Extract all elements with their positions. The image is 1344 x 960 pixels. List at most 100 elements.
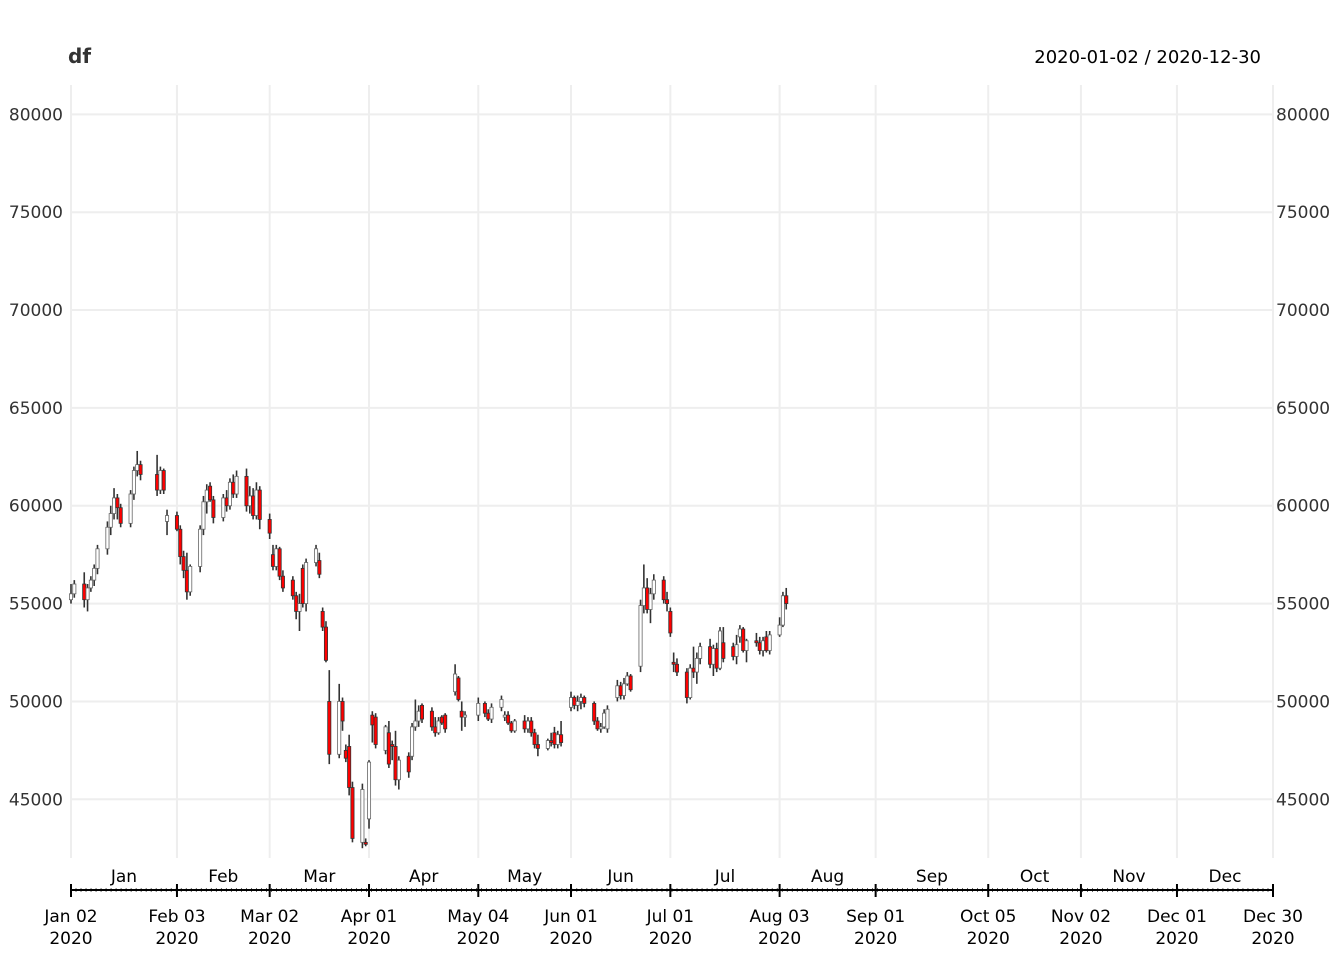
candle <box>582 695 587 708</box>
candle-body <box>582 697 587 704</box>
candle-body <box>290 579 295 597</box>
candle <box>734 634 739 665</box>
candle <box>754 632 759 647</box>
x-tick-label-date: Jul 01 <box>646 907 695 927</box>
candle <box>188 564 193 596</box>
candle <box>112 488 117 520</box>
candle-body <box>118 507 123 524</box>
candle <box>72 580 77 598</box>
candle-layer <box>69 450 789 849</box>
candle-body <box>178 528 183 558</box>
candle-body <box>337 701 342 755</box>
x-tick-label-date: Oct 05 <box>960 907 1016 927</box>
candle-body <box>314 548 319 563</box>
candle <box>648 587 653 624</box>
candle-body <box>92 567 97 581</box>
candle <box>327 670 332 765</box>
x-tick-label-year: 2020 <box>248 929 291 949</box>
axis-layer: 45000 45000 50000 50000 55000 55000 60000 60000… <box>9 105 1330 949</box>
candle-body <box>628 675 633 691</box>
candle <box>82 572 87 608</box>
candle-body <box>661 579 666 601</box>
candle <box>711 644 716 677</box>
candle-body <box>691 667 696 673</box>
month-label: Nov <box>1112 867 1145 887</box>
candle-body <box>767 634 772 651</box>
y-tick-label-left: 55000 <box>9 595 63 615</box>
candle-body <box>277 548 282 577</box>
candle <box>482 701 487 718</box>
candle-body <box>552 732 557 745</box>
candle <box>592 701 597 725</box>
y-tick-label-left: 65000 <box>9 399 63 419</box>
candle-body <box>684 671 689 698</box>
candle <box>297 593 302 631</box>
candle <box>545 738 550 751</box>
candle <box>638 599 643 673</box>
candle-body <box>784 595 789 604</box>
candle <box>694 652 699 684</box>
x-tick-label-year: 2020 <box>1251 929 1294 949</box>
candle-body <box>105 526 110 550</box>
candle <box>555 730 560 749</box>
candle <box>605 705 610 733</box>
candle-body <box>509 722 514 732</box>
candle-body <box>780 595 785 626</box>
y-tick-label-left: 70000 <box>9 301 63 321</box>
candle-body <box>621 683 626 696</box>
candle <box>198 525 203 573</box>
candle-body <box>390 744 395 747</box>
candle-body <box>549 740 554 743</box>
candle <box>234 470 239 498</box>
candle-body <box>592 703 597 722</box>
candle <box>211 495 216 524</box>
candle-body <box>476 703 481 716</box>
candle-body <box>605 708 610 730</box>
chart-title: df <box>68 44 91 68</box>
x-tick-label-year: 2020 <box>457 929 500 949</box>
candle <box>115 494 120 520</box>
candle-body <box>436 720 441 734</box>
month-label: Jan <box>110 867 137 887</box>
candle-body <box>413 720 418 728</box>
candle-body <box>115 497 120 509</box>
candle-body <box>545 740 550 749</box>
candle <box>761 636 766 657</box>
y-tick-label-right: 45000 <box>1276 790 1330 810</box>
candle <box>572 695 577 710</box>
candle <box>95 544 100 575</box>
candle <box>671 652 676 673</box>
candle-body <box>489 706 494 720</box>
candle <box>390 740 395 761</box>
candle-body <box>406 755 411 773</box>
candle-body <box>737 628 742 638</box>
month-label: Apr <box>409 867 438 887</box>
x-tick-label-year: 2020 <box>967 929 1010 949</box>
candle <box>85 584 90 612</box>
candle-body <box>304 562 309 604</box>
x-tick-label-date: Feb 03 <box>148 907 205 927</box>
candle-body <box>638 605 643 667</box>
candle <box>429 707 434 731</box>
y-tick-label-left: 50000 <box>9 692 63 712</box>
y-tick-label-right: 80000 <box>1276 105 1330 125</box>
candle-body <box>761 640 766 651</box>
candle-body <box>532 732 537 745</box>
candle-body <box>347 746 352 788</box>
candle <box>304 558 309 612</box>
candle-body <box>367 761 372 820</box>
candle-body <box>502 714 507 718</box>
candle-body <box>165 515 170 522</box>
candle <box>363 838 368 847</box>
candle-body <box>198 528 203 567</box>
candle <box>615 679 620 702</box>
candle <box>244 468 249 512</box>
candle <box>744 638 749 663</box>
candle <box>459 701 464 731</box>
candle <box>294 591 299 620</box>
candle <box>559 721 564 747</box>
candle <box>274 544 279 571</box>
candle <box>347 734 352 796</box>
candle-body <box>370 714 375 726</box>
candle-body <box>270 554 275 567</box>
